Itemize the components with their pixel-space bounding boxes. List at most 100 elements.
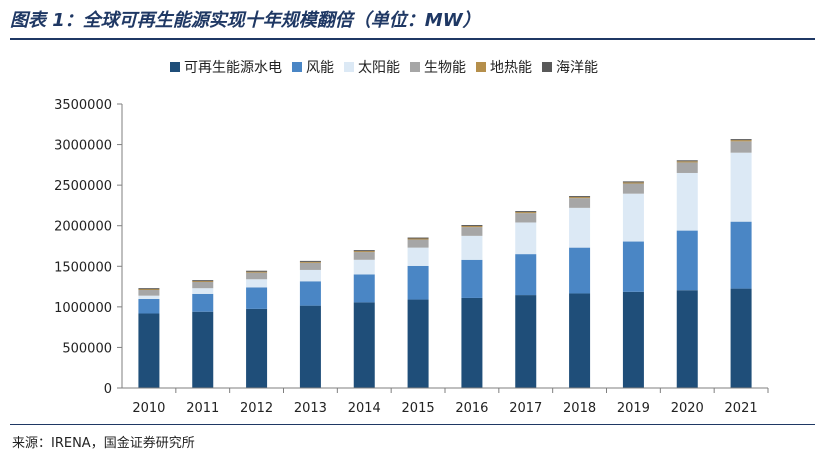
bar-segment-2018-s0 [569, 293, 591, 388]
legend-item: 地热能 [476, 60, 532, 76]
title-divider [10, 38, 815, 40]
y-tick-label: 1000000 [54, 301, 112, 316]
x-tick-label: 2019 [617, 401, 650, 416]
bar-segment-2021-s0 [730, 288, 752, 388]
chart-title: 图表 1：全球可再生能源实现十年规模翻倍（单位：MW） [10, 10, 481, 31]
bar-segment-2013-s2 [299, 269, 321, 282]
bar-segment-2017-s0 [515, 295, 537, 388]
bar-segment-2016-s3 [461, 227, 483, 236]
bar-segment-2017-s3 [515, 213, 537, 223]
bar-segment-2010-s4 [138, 288, 160, 290]
bar-segment-2020-s1 [676, 230, 698, 291]
legend-swatch [344, 62, 354, 72]
x-tick-label: 2017 [509, 401, 542, 416]
bar-segment-2014-s5 [353, 250, 375, 252]
y-tick-label: 2500000 [54, 179, 112, 194]
bar-segment-2019-s0 [622, 291, 644, 388]
bar-segment-2013-s5 [299, 260, 321, 262]
bar-segment-2019-s4 [622, 182, 644, 184]
legend-swatch [542, 62, 552, 72]
bar-segment-2019-s3 [622, 183, 644, 194]
bar-segment-2011-s3 [192, 281, 214, 289]
bar-segment-2015-s2 [407, 247, 429, 266]
bar-segment-2014-s4 [353, 251, 375, 253]
y-tick-label: 0 [104, 382, 112, 397]
legend-swatch [410, 62, 420, 72]
y-tick-label: 3000000 [54, 139, 112, 154]
bar-segment-2012-s2 [246, 279, 268, 288]
bar-segment-2016-s0 [461, 297, 483, 388]
legend-label: 太阳能 [358, 60, 400, 76]
x-tick-label: 2021 [725, 401, 758, 416]
bars [138, 139, 752, 388]
legend-label: 可再生能源水电 [184, 60, 282, 76]
bar-segment-2012-s1 [246, 287, 268, 309]
bar-segment-2021-s5 [730, 139, 752, 141]
bar-segment-2021-s2 [730, 152, 752, 222]
legend-swatch [292, 62, 302, 72]
bar-segment-2014-s3 [353, 252, 375, 260]
x-tick-label: 2013 [294, 401, 327, 416]
bar-segment-2018-s1 [569, 247, 591, 294]
bar-segment-2010-s0 [138, 313, 160, 388]
bar-segment-2020-s4 [676, 161, 698, 163]
y-tick-label: 1500000 [54, 260, 112, 275]
x-tick-label: 2015 [402, 401, 435, 416]
source-divider [10, 424, 815, 425]
x-tick-label: 2011 [186, 401, 219, 416]
bar-segment-2011-s2 [192, 288, 214, 294]
bar-segment-2013-s4 [299, 261, 321, 263]
bar-segment-2016-s2 [461, 235, 483, 260]
bar-segment-2018-s3 [569, 198, 591, 208]
bar-segment-2010-s1 [138, 298, 160, 314]
x-tick-label: 2014 [348, 401, 381, 416]
legend-label: 风能 [306, 60, 334, 76]
bar-segment-2017-s1 [515, 254, 537, 296]
bar-segment-2021-s4 [730, 140, 752, 142]
bar-segment-2018-s2 [569, 207, 591, 248]
y-axis: 0 500000 1000000 1500000 2000000 2500000 30000… [54, 98, 123, 397]
bar-segment-2019-s2 [622, 193, 644, 242]
bar-segment-2016-s1 [461, 259, 483, 298]
legend-item: 太阳能 [344, 60, 400, 76]
bar-segment-2020-s5 [676, 160, 698, 162]
bar-segment-2019-s5 [622, 181, 644, 183]
bar-segment-2014-s1 [353, 274, 375, 303]
bar-segment-2019-s1 [622, 241, 644, 292]
x-tick-label: 2012 [240, 401, 273, 416]
legend-item: 风能 [292, 60, 334, 76]
x-tick-label: 2020 [671, 401, 704, 416]
bar-segment-2021-s3 [730, 141, 752, 153]
bar-segment-2013-s3 [299, 262, 321, 270]
bar-segment-2010-s2 [138, 295, 160, 299]
bar-segment-2015-s1 [407, 265, 429, 300]
bar-segment-2010-s5 [138, 288, 160, 290]
x-tick-label: 2018 [563, 401, 596, 416]
x-tick-label: 2010 [132, 401, 165, 416]
bar-segment-2014-s0 [353, 302, 375, 388]
bar-segment-2013-s1 [299, 281, 321, 306]
bar-segment-2011-s1 [192, 293, 214, 312]
legend-item: 生物能 [410, 60, 466, 76]
legend-swatch [476, 62, 486, 72]
bar-segment-2012-s5 [246, 270, 268, 272]
legend: 可再生能源水电 风能 太阳能 生物能 地热能 海洋能 [170, 60, 598, 76]
bar-segment-2017-s4 [515, 212, 537, 214]
bar-segment-2020-s2 [676, 172, 698, 231]
legend-label: 海洋能 [556, 60, 598, 76]
legend-swatch [170, 62, 180, 72]
x-tick-label: 2016 [455, 401, 488, 416]
bar-segment-2012-s3 [246, 272, 268, 280]
legend-label: 地热能 [490, 60, 532, 76]
bar-segment-2017-s5 [515, 211, 537, 213]
bar-segment-2011-s4 [192, 280, 214, 282]
bar-segment-2020-s3 [676, 162, 698, 173]
bar-segment-2016-s5 [461, 225, 483, 227]
legend-label: 生物能 [424, 60, 466, 76]
bar-segment-2020-s0 [676, 290, 698, 388]
bar-segment-2016-s4 [461, 226, 483, 228]
source-note: 来源：IRENA，国金证券研究所 [12, 436, 195, 451]
bar-segment-2012-s4 [246, 271, 268, 273]
y-tick-label: 500000 [62, 341, 112, 356]
